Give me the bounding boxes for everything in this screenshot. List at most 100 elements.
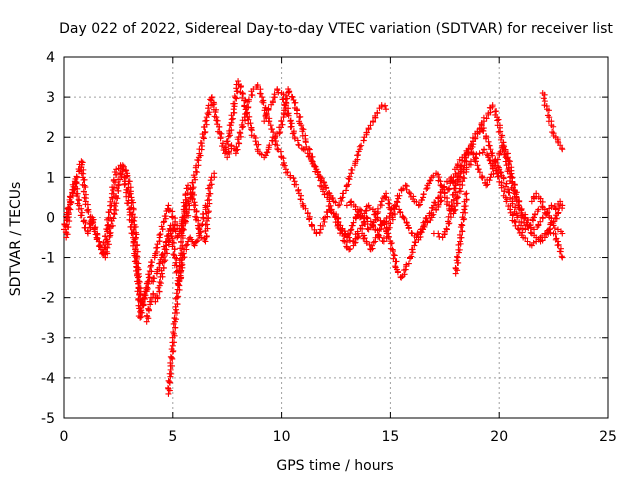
data-point	[268, 126, 275, 133]
data-point	[289, 130, 296, 137]
data-point	[445, 218, 452, 225]
data-point	[406, 190, 413, 197]
data-point	[208, 94, 215, 101]
data-point	[482, 135, 489, 142]
data-point	[539, 198, 546, 205]
data-point	[255, 141, 262, 148]
data-point	[200, 211, 207, 218]
data-point	[259, 98, 266, 105]
data-point	[140, 301, 147, 308]
y-tick-label: 4	[46, 50, 55, 66]
data-point	[203, 233, 210, 240]
data-point	[263, 149, 270, 156]
data-point	[218, 130, 225, 137]
data-point	[145, 271, 152, 278]
data-point	[465, 146, 472, 153]
data-point	[172, 324, 179, 331]
data-point	[501, 188, 508, 195]
data-point	[427, 177, 434, 184]
data-point	[413, 234, 420, 241]
data-point	[515, 201, 522, 208]
data-point	[168, 354, 175, 361]
data-point	[527, 224, 534, 231]
data-point	[383, 106, 390, 113]
data-point	[194, 169, 201, 176]
data-point	[166, 378, 173, 385]
data-point	[180, 214, 187, 221]
data-point	[164, 250, 171, 257]
data-point	[202, 221, 209, 228]
data-point	[452, 189, 459, 196]
data-point	[191, 199, 198, 206]
data-point	[172, 259, 179, 266]
data-point	[462, 191, 469, 198]
data-point	[469, 143, 476, 150]
data-point	[291, 99, 298, 106]
y-tick-label: 1	[46, 170, 55, 186]
data-point	[354, 228, 361, 235]
data-point	[478, 174, 485, 181]
data-point	[81, 194, 88, 201]
data-point	[343, 202, 350, 209]
data-point	[280, 155, 287, 162]
data-point	[321, 191, 328, 198]
data-point	[219, 143, 226, 150]
data-point	[459, 222, 466, 229]
data-point	[82, 184, 89, 191]
data-point	[335, 215, 342, 222]
data-point	[235, 78, 242, 85]
data-point	[551, 202, 558, 209]
data-point	[124, 172, 131, 179]
data-point	[298, 122, 305, 129]
data-point	[272, 134, 279, 141]
data-point	[321, 218, 328, 225]
data-point	[306, 216, 313, 223]
data-point	[365, 202, 372, 209]
data-point	[293, 181, 300, 188]
data-point	[476, 150, 483, 157]
data-point	[489, 103, 496, 110]
y-tick-label: -5	[41, 411, 55, 427]
data-point	[133, 231, 140, 238]
x-tick-label: 5	[168, 429, 177, 445]
data-point	[156, 232, 163, 239]
data-point	[85, 208, 92, 215]
data-point	[406, 189, 413, 196]
axis-ticks	[63, 56, 609, 419]
data-point	[497, 169, 504, 176]
data-point	[316, 229, 323, 236]
data-point	[138, 307, 145, 314]
data-point	[153, 244, 160, 251]
data-point	[118, 173, 125, 180]
data-point	[270, 129, 277, 136]
data-point	[508, 170, 515, 177]
data-point	[80, 188, 87, 195]
data-point	[495, 116, 502, 123]
data-point	[87, 224, 94, 231]
data-point	[231, 93, 238, 100]
data-point	[393, 258, 400, 265]
data-point	[559, 230, 566, 237]
data-point	[457, 162, 464, 169]
data-point	[397, 208, 404, 215]
series-s9	[430, 142, 564, 241]
data-point	[447, 210, 454, 217]
data-point	[415, 202, 422, 209]
data-point	[368, 242, 375, 249]
data-point	[487, 146, 494, 153]
data-point	[336, 201, 343, 208]
data-point	[181, 213, 188, 220]
data-point	[443, 226, 450, 233]
data-point	[423, 185, 430, 192]
data-point	[297, 196, 304, 203]
data-point	[177, 268, 184, 275]
data-point	[161, 213, 168, 220]
data-point	[450, 196, 457, 203]
data-point	[260, 99, 267, 106]
data-point	[494, 173, 501, 180]
data-point	[432, 199, 439, 206]
data-point	[511, 181, 518, 188]
data-point	[458, 163, 465, 170]
x-tick-label: 20	[490, 429, 508, 445]
data-point	[294, 137, 301, 144]
